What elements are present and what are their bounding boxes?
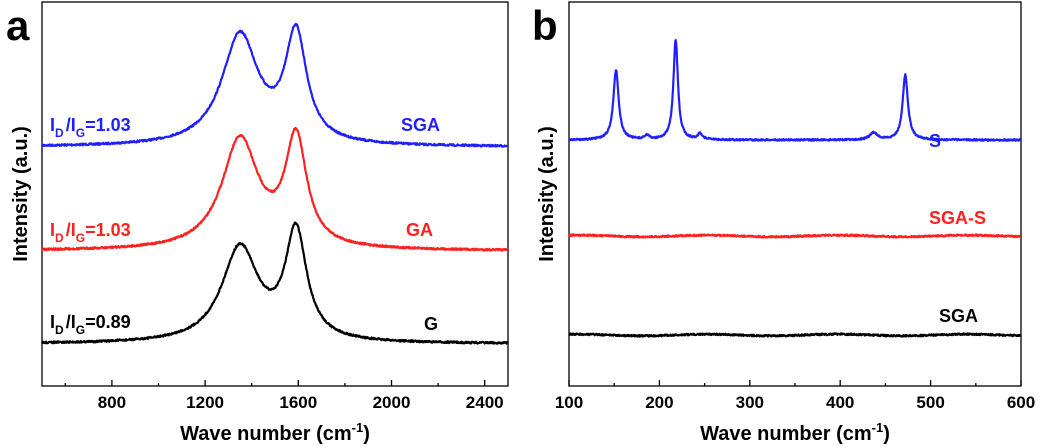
x-tick-label: 100 [555, 393, 583, 412]
panel-b-x-ticks: 100 200 300 400 500 600 [555, 380, 1035, 412]
series-label-s: S [929, 131, 941, 151]
panel-a: a 800 1200 1600 2000 2400 Intensity (a.u.) W… [6, 1, 509, 445]
series-line-sga [568, 332, 1022, 338]
panel-b-x-axis-title: Wave number (cm-1) [700, 420, 890, 445]
series-line-sga [40, 22, 509, 148]
x-tick-label: 1600 [279, 393, 317, 412]
series-label-g: G [424, 314, 438, 334]
series-label-sga-b: SGA [939, 306, 978, 326]
series-line-sga-s [568, 233, 1022, 239]
x-tick-label: 2000 [373, 393, 411, 412]
ratio-label-sga: ID/IG=1.03 [50, 115, 131, 140]
series-label-sga-s: SGA-S [929, 208, 986, 228]
panel-b: b 100 200 300 400 500 600 Intensity (a.u.) Wa… [532, 1, 1035, 445]
series-line-ga [40, 126, 509, 252]
series-line-s [568, 39, 1022, 142]
x-tick-label: 600 [1007, 393, 1035, 412]
panel-b-y-axis-title: Intensity (a.u.) [536, 126, 558, 262]
x-tick-label: 200 [645, 393, 673, 412]
ratio-label-ga: ID/IG=1.03 [50, 220, 131, 245]
series-label-ga: GA [406, 220, 433, 240]
panel-b-letter: b [532, 2, 558, 49]
x-tick-label: 800 [98, 393, 126, 412]
panel-a-y-axis-title: Intensity (a.u.) [10, 126, 32, 262]
series-label-sga: SGA [401, 115, 440, 135]
x-tick-label: 300 [736, 393, 764, 412]
ratio-label-g: ID/IG=0.89 [50, 312, 131, 337]
panel-a-curves [40, 22, 509, 345]
x-tick-label: 2400 [466, 393, 504, 412]
panel-a-x-axis-title: Wave number (cm-1) [180, 420, 370, 445]
x-tick-label: 500 [916, 393, 944, 412]
panel-a-letter: a [6, 2, 30, 49]
panel-a-x-ticks: 800 1200 1600 2000 2400 [64, 380, 504, 412]
series-line-g [41, 221, 509, 345]
panel-b-plot-frame [568, 1, 1022, 387]
x-tick-label: 400 [826, 393, 854, 412]
x-tick-label: 1200 [186, 393, 224, 412]
panel-b-curves [568, 39, 1022, 338]
panel-a-plot-frame [41, 1, 509, 387]
